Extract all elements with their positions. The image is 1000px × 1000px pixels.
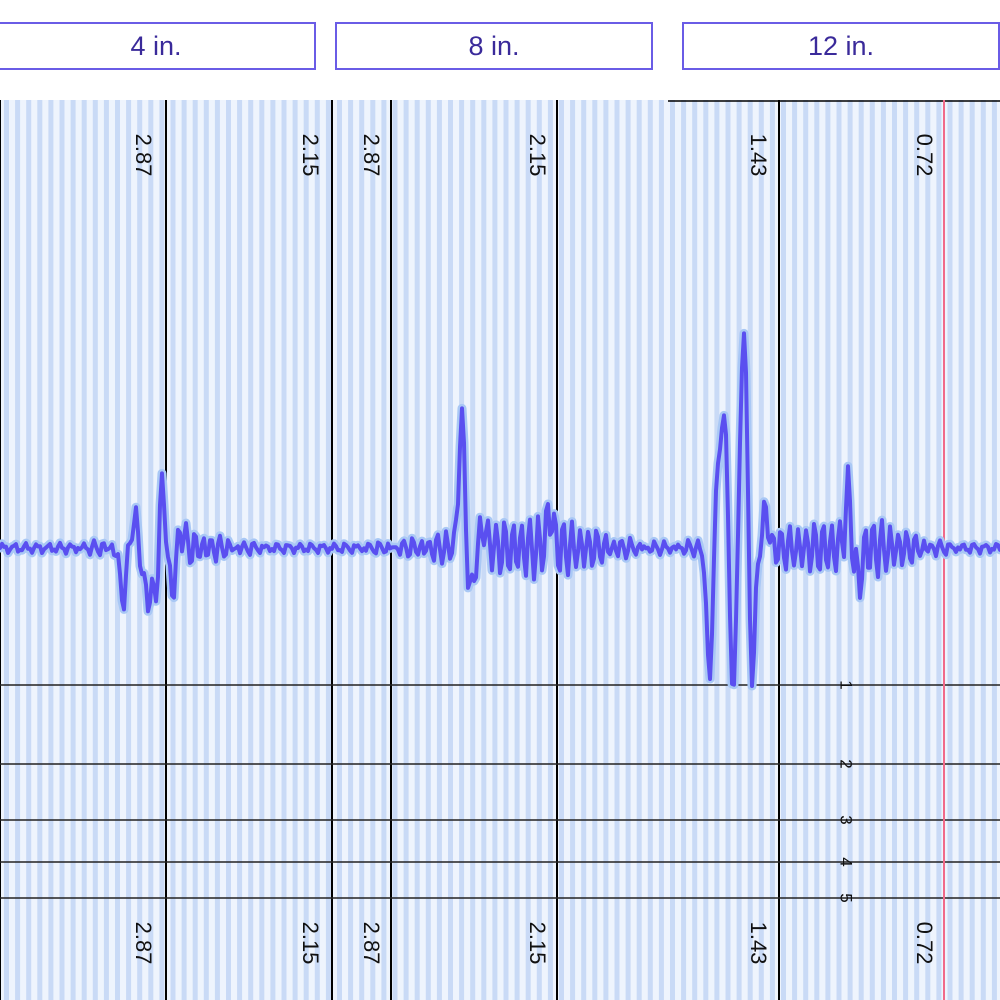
- tick-label-top: 2.15: [298, 134, 323, 177]
- tick-label-bottom: 2.87: [359, 922, 384, 965]
- tab-4-in[interactable]: 4 in.: [0, 22, 316, 70]
- grid-stripe: [148, 100, 154, 1000]
- grid-stripe: [459, 100, 465, 1000]
- grid-stripe: [470, 100, 476, 1000]
- tick-label-top: 2.15: [525, 134, 550, 177]
- grid-stripe: [547, 100, 553, 1000]
- tick-label-bottom: 2.87: [131, 922, 156, 965]
- tick-label-top: 2.87: [359, 134, 384, 177]
- tab-12-in[interactable]: 12 in.: [682, 22, 1000, 70]
- waveform-line: [0, 331, 1000, 688]
- tick-label-bottom: 2.15: [298, 922, 323, 965]
- tick-label-bottom: 1.43: [746, 922, 771, 965]
- tick-label-top: 0.72: [912, 134, 937, 177]
- depth-label: 2: [837, 759, 856, 768]
- tick-label-top: 1.43: [746, 134, 771, 177]
- tick-label-bottom: 0.72: [912, 922, 937, 965]
- depth-label: 1: [837, 680, 856, 689]
- tick-label-top: 2.87: [131, 134, 156, 177]
- grid-stripe: [703, 100, 709, 1000]
- depth-label: 3: [837, 815, 856, 824]
- depth-label: 5: [837, 893, 856, 902]
- depth-label: 4: [837, 857, 856, 866]
- depth-lines: [0, 684, 1000, 899]
- grid-stripe: [481, 100, 487, 1000]
- waveform-series: [0, 328, 1000, 691]
- tab-8-in[interactable]: 8 in.: [335, 22, 653, 70]
- tick-label-bottom: 2.15: [525, 922, 550, 965]
